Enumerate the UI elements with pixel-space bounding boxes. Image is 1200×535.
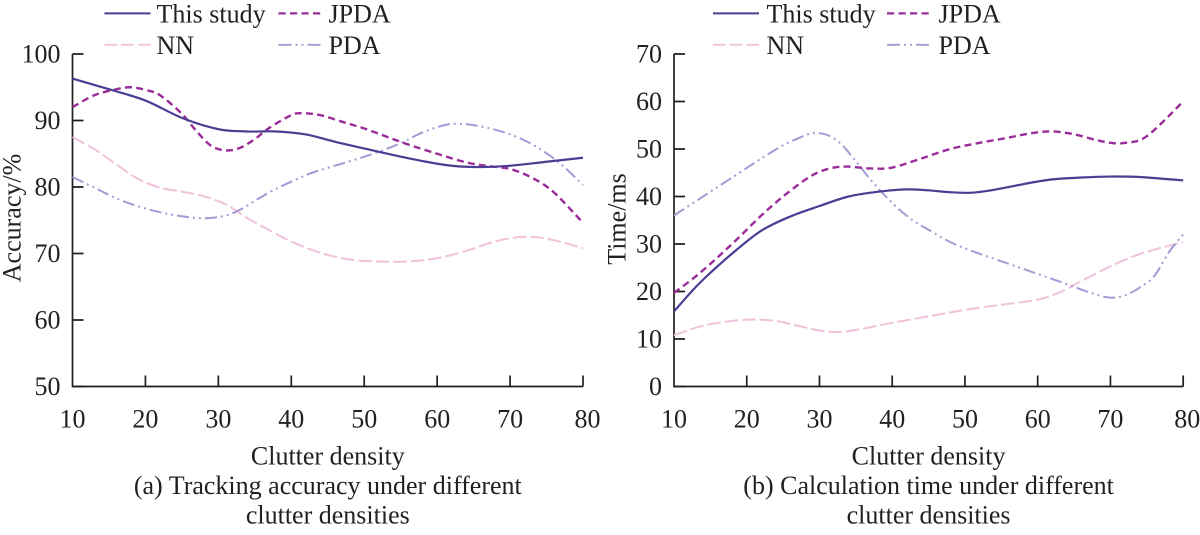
svg-text:60: 60 bbox=[35, 306, 61, 335]
svg-text:NN: NN bbox=[157, 31, 195, 60]
svg-text:50: 50 bbox=[35, 372, 61, 401]
svg-text:Time/ms: Time/ms bbox=[603, 173, 632, 265]
svg-text:50: 50 bbox=[351, 405, 377, 434]
svg-text:Clutter density: Clutter density bbox=[852, 442, 1006, 471]
svg-text:100: 100 bbox=[22, 40, 61, 69]
svg-text:60: 60 bbox=[636, 87, 662, 116]
svg-text:Accuracy/%: Accuracy/% bbox=[0, 154, 27, 282]
svg-text:80: 80 bbox=[1174, 405, 1200, 434]
svg-text:40: 40 bbox=[636, 182, 662, 211]
svg-text:clutter densities: clutter densities bbox=[246, 501, 410, 530]
svg-text:90: 90 bbox=[35, 106, 61, 135]
svg-text:50: 50 bbox=[636, 135, 662, 164]
svg-text:(b) Calculation time under dif: (b) Calculation time under different bbox=[743, 471, 1114, 500]
svg-text:PDA: PDA bbox=[939, 31, 991, 60]
svg-text:30: 30 bbox=[636, 230, 662, 259]
svg-text:70: 70 bbox=[636, 40, 662, 69]
svg-text:(a) Tracking accuracy under di: (a) Tracking accuracy under different bbox=[134, 471, 523, 500]
svg-text:JPDA: JPDA bbox=[939, 0, 1001, 29]
svg-text:This study: This study bbox=[157, 0, 266, 29]
svg-text:10: 10 bbox=[636, 325, 662, 354]
svg-text:60: 60 bbox=[424, 405, 450, 434]
svg-text:0: 0 bbox=[649, 372, 662, 401]
svg-text:80: 80 bbox=[575, 405, 601, 434]
svg-text:NN: NN bbox=[767, 31, 805, 60]
svg-text:30: 30 bbox=[807, 405, 833, 434]
svg-text:20: 20 bbox=[132, 405, 158, 434]
svg-text:10: 10 bbox=[60, 405, 86, 434]
svg-text:20: 20 bbox=[734, 405, 760, 434]
svg-text:clutter densities: clutter densities bbox=[847, 501, 1011, 530]
svg-text:80: 80 bbox=[35, 173, 61, 202]
svg-text:70: 70 bbox=[35, 239, 61, 268]
svg-text:Clutter density: Clutter density bbox=[251, 442, 405, 471]
svg-text:JPDA: JPDA bbox=[329, 0, 391, 29]
svg-text:This study: This study bbox=[767, 0, 876, 29]
svg-text:40: 40 bbox=[879, 405, 905, 434]
svg-text:70: 70 bbox=[1097, 405, 1123, 434]
svg-text:10: 10 bbox=[661, 405, 687, 434]
svg-text:50: 50 bbox=[952, 405, 978, 434]
svg-text:60: 60 bbox=[1025, 405, 1051, 434]
svg-text:20: 20 bbox=[636, 277, 662, 306]
svg-text:70: 70 bbox=[497, 405, 523, 434]
svg-text:40: 40 bbox=[278, 405, 304, 434]
svg-text:PDA: PDA bbox=[329, 31, 381, 60]
svg-text:30: 30 bbox=[205, 405, 231, 434]
